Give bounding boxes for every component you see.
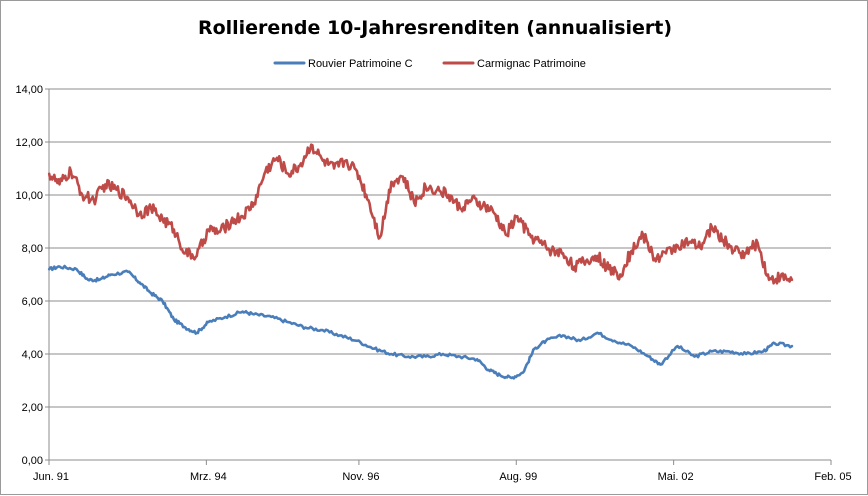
- legend: Rouvier Patrimoine C Carmignac Patrimoin…: [273, 58, 586, 70]
- y-tick-label: 8,00: [22, 243, 43, 255]
- series-line-carmignac: [47, 143, 794, 285]
- y-tick-label: 12,00: [15, 137, 43, 149]
- x-tick-label: Nov. 96: [342, 471, 379, 483]
- y-tick-label: 6,00: [22, 296, 43, 308]
- x-tick-label: Aug. 99: [499, 471, 537, 483]
- x-tick-label: Jun. 91: [33, 471, 69, 483]
- y-tick-label: 4,00: [22, 349, 43, 361]
- x-tick-label: Mrz. 94: [190, 471, 227, 483]
- gridlines: [49, 88, 831, 408]
- tick-labels: 0,00 2,00 4,00 6,00 8,00 10,00 12,00 14,00 Jun. …: [15, 84, 851, 483]
- y-tick-label: 10,00: [15, 190, 43, 202]
- legend-label-rouvier: Rouvier Patrimoine C: [308, 58, 413, 70]
- y-tick-label: 14,00: [15, 84, 43, 96]
- chart-title: Rollierende 10-Jahresrenditen (annualisi…: [198, 17, 672, 39]
- series-line-rouvier: [47, 264, 794, 380]
- y-tick-label: 2,00: [22, 402, 43, 414]
- y-tick-label: 0,00: [22, 455, 43, 467]
- x-tick-label: Mai. 02: [658, 471, 694, 483]
- series-lines: [47, 143, 794, 380]
- x-tick-label: Feb. 05: [814, 471, 851, 483]
- axes: [45, 88, 832, 465]
- legend-label-carmignac: Carmignac Patrimoine: [477, 58, 586, 70]
